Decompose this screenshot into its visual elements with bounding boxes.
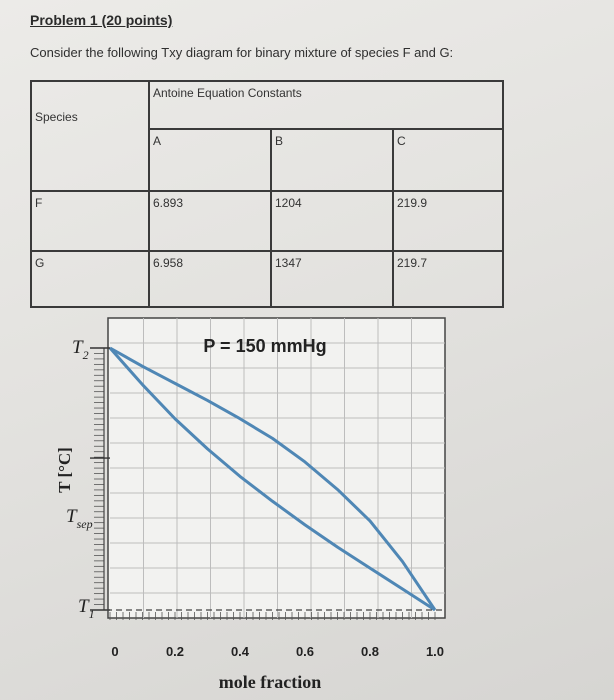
col-c-label: C [397,133,406,148]
chart-grid [107,317,446,619]
x-tick-label: 1.0 [426,644,444,659]
t2-label: T2 [72,337,89,362]
y-axis-label: T [°C] [55,447,74,493]
col-b-label: B [275,133,284,148]
b-cell: 1204 [270,190,394,252]
x-tick-label: 0.4 [231,644,250,659]
chart-ticks: 0 0.2 0.4 0.6 0.8 1.0 [90,347,445,659]
species-header-cell: Species [30,80,150,192]
problem-title: Problem 1 (20 points) [30,12,173,28]
table-row: F 6.893 1204 219.9 [30,190,504,252]
constants-header: Antoine Equation Constants [153,86,302,100]
table-row: G 6.958 1347 219.7 [30,250,504,308]
x-tick-label: 0.2 [166,644,184,659]
b-cell: 1347 [270,250,394,308]
x-tick-label: 0.6 [296,644,314,659]
x-tick-label: 0 [111,644,118,659]
constants-header-cell: Antoine Equation Constants [148,80,504,130]
a-cell: 6.893 [148,190,272,252]
x-axis-label: mole fraction [219,672,321,692]
species-cell: F [30,190,150,252]
series-line [109,346,437,611]
antoine-table: Species Antoine Equation Constants A B C… [30,80,504,308]
col-b-header: B [270,127,394,193]
species-cell: G [30,250,150,308]
series-line [108,347,436,612]
col-a-header: A [148,127,272,193]
chart-curves [108,346,437,612]
txy-chart: 0 0.2 0.4 0.6 0.8 1.0 P = 150 mmHg mole fract… [0,300,614,700]
col-c-header: C [392,127,504,193]
x-tick-label: 0.8 [361,644,379,659]
col-a-label: A [153,133,162,148]
a-cell: 6.958 [148,250,272,308]
chart-title: P = 150 mmHg [203,336,326,356]
t1-label: T1 [78,596,95,621]
c-cell: 219.9 [392,190,504,252]
txy-chart-svg: 0 0.2 0.4 0.6 0.8 1.0 P = 150 mmHg mole fract… [55,317,446,692]
tsep-label: Tsep [66,506,93,531]
problem-prompt: Consider the following Txy diagram for b… [30,45,454,60]
species-header: Species [35,110,78,124]
c-cell: 219.7 [392,250,504,308]
